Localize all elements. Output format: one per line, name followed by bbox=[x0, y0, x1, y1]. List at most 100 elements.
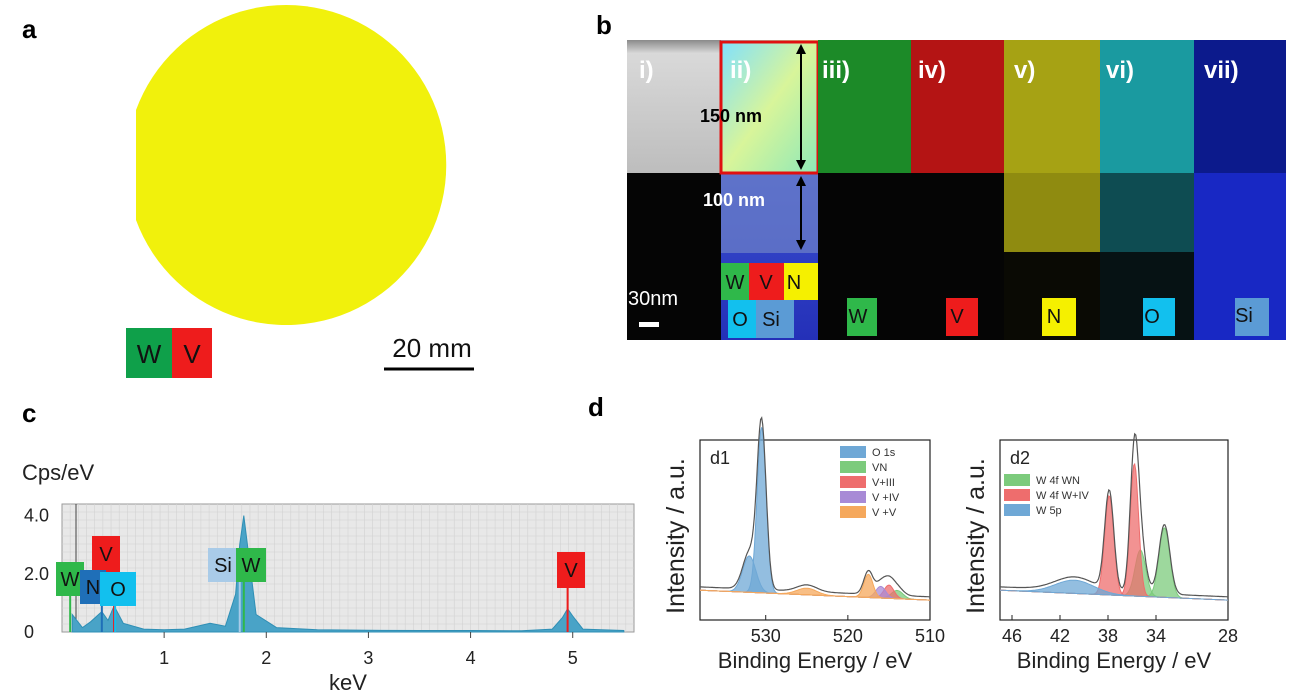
d2-legend: W 4f WN W 4f W+IV W 5p bbox=[1004, 474, 1090, 517]
map-badge-o-text: O bbox=[1144, 306, 1160, 328]
c-peak-badge-text: N bbox=[86, 577, 100, 599]
c-peak-badge bbox=[56, 562, 84, 596]
d2-legend-label: W 5p bbox=[1036, 505, 1062, 517]
arrowhead bbox=[796, 240, 806, 250]
d1-legend-label: O 1s bbox=[872, 447, 896, 459]
d2-ylabel: Intensity / a.u. bbox=[962, 458, 990, 614]
d1-chart: 530 520 510 d1 Binding Energy / eV Intensity … bbox=[662, 416, 945, 673]
c-x-tick-label: 1 bbox=[159, 648, 169, 668]
c-peak-badge bbox=[236, 548, 266, 582]
d1-label: d1 bbox=[710, 448, 730, 468]
d1-legend: O 1s VN V+III V +IV V +V bbox=[840, 446, 900, 519]
overlay-badge-si bbox=[756, 300, 794, 338]
c-x-tick-label: 3 bbox=[363, 648, 373, 668]
d1-x-tick-label: 520 bbox=[833, 626, 863, 646]
wafer-map bbox=[136, 5, 447, 326]
badge-v-text: V bbox=[183, 339, 201, 369]
label-iv: iv) bbox=[918, 57, 946, 84]
badge-v bbox=[172, 328, 212, 378]
overlay-badge-si-text: Si bbox=[762, 309, 780, 331]
d1-legend-swatch bbox=[840, 491, 866, 503]
tem-scale-bar bbox=[639, 322, 659, 327]
c-peak-badge bbox=[208, 548, 238, 582]
d1-xlabel: Binding Energy / eV bbox=[718, 648, 913, 673]
c-peak-badge-text: O bbox=[110, 579, 126, 601]
label-vi: vi) bbox=[1106, 57, 1134, 84]
c-y-tick-label: 0 bbox=[24, 622, 34, 642]
label-iii: iii) bbox=[822, 57, 850, 84]
c-peak-badge bbox=[557, 552, 585, 588]
scale-bar-label: 20 mm bbox=[392, 333, 471, 363]
d2-legend-swatch bbox=[1004, 474, 1030, 486]
d1-legend-swatch bbox=[840, 476, 866, 488]
c-x-tick-label: 2 bbox=[261, 648, 271, 668]
panel-a: a W V 20 mm bbox=[22, 5, 474, 378]
c-peak-badge bbox=[100, 572, 136, 606]
arrowhead bbox=[796, 160, 806, 170]
d2-component bbox=[1000, 579, 1228, 601]
map-badge-v-text: V bbox=[950, 306, 964, 328]
tem-film bbox=[627, 40, 721, 173]
c-y-tick-label: 2.0 bbox=[24, 564, 49, 584]
o-map-film bbox=[1100, 40, 1194, 173]
c-x-tick-label: 4 bbox=[466, 648, 476, 668]
d2-legend-swatch bbox=[1004, 489, 1030, 501]
d1-legend-label: VN bbox=[872, 462, 887, 474]
overlay-badge-n bbox=[784, 263, 818, 300]
measure-100-label: 100 nm bbox=[703, 190, 765, 210]
o-map-interlayer bbox=[1100, 173, 1194, 252]
d2-x-tick-label: 28 bbox=[1218, 626, 1238, 646]
c-peak-badge bbox=[92, 536, 120, 572]
d2-envelope bbox=[1000, 432, 1228, 598]
measure-150-label: 150 nm bbox=[700, 106, 762, 126]
overlay-badge-o-text: O bbox=[732, 309, 748, 331]
c-x-ticks: 1 2 3 4 5 bbox=[159, 632, 578, 668]
d1-legend-swatch bbox=[840, 506, 866, 518]
overlay-badge-w bbox=[721, 263, 749, 300]
d1-x-tick-label: 510 bbox=[915, 626, 945, 646]
d1-x-tick-label: 530 bbox=[751, 626, 781, 646]
badge-w bbox=[126, 328, 172, 378]
d2-legend-label: W 4f W+IV bbox=[1036, 490, 1090, 502]
d2-legend-swatch bbox=[1004, 504, 1030, 516]
c-peak-badge-text: V bbox=[564, 560, 578, 582]
d1-ylabel: Intensity / a.u. bbox=[662, 458, 690, 614]
c-xlabel: keV bbox=[329, 670, 367, 695]
d1-legend-swatch bbox=[840, 446, 866, 458]
map-badge-w bbox=[847, 298, 877, 336]
overlay-badge-v-text: V bbox=[759, 272, 773, 294]
d2-chart: 46 42 38 34 28 d2 Binding Energy / eV Intensity… bbox=[962, 432, 1238, 673]
c-peak-badge-text: W bbox=[242, 555, 261, 577]
panel-d-letter: d bbox=[588, 392, 604, 422]
map-badge-si-text: Si bbox=[1235, 305, 1253, 327]
c-grid bbox=[62, 504, 634, 632]
c-y-ticks: 4.0 2.0 0 bbox=[24, 506, 49, 642]
n-map-interlayer bbox=[1004, 173, 1100, 252]
d2-x-tick-label: 46 bbox=[1002, 626, 1022, 646]
map-badge-o bbox=[1143, 298, 1175, 336]
arrowhead bbox=[796, 176, 806, 186]
badge-w-text: W bbox=[137, 339, 162, 369]
c-peak-badge-text: V bbox=[99, 544, 113, 566]
panel-a-letter: a bbox=[22, 14, 37, 44]
d1-legend-label: V +V bbox=[872, 507, 897, 519]
c-peak-labels: WVN OSi W V bbox=[56, 536, 585, 632]
d1-legend-label: V+III bbox=[872, 477, 895, 489]
c-ylabel: Cps/eV bbox=[22, 460, 94, 485]
tem-scale-label: 30nm bbox=[628, 288, 678, 310]
label-ii: ii) bbox=[730, 57, 751, 84]
map-badge-v bbox=[946, 298, 978, 336]
panel-d: d 530 520 510 d1 Binding Energy / eV Intensit… bbox=[588, 392, 1238, 673]
d2-x-tick-label: 42 bbox=[1050, 626, 1070, 646]
d1-legend-label: V +IV bbox=[872, 492, 900, 504]
d2-xlabel: Binding Energy / eV bbox=[1017, 648, 1212, 673]
v-map-film bbox=[911, 40, 1004, 173]
map-badge-w-text: W bbox=[849, 306, 868, 328]
overlay-badge-w-text: W bbox=[726, 272, 745, 294]
panel-c-letter: c bbox=[22, 398, 36, 428]
map-badge-n-text: N bbox=[1047, 306, 1061, 328]
d1-legend-swatch bbox=[840, 461, 866, 473]
panel-b: b i) ii) iii) iv) v) vi) bbox=[596, 10, 1286, 340]
d2-x-tick-label: 34 bbox=[1146, 626, 1166, 646]
